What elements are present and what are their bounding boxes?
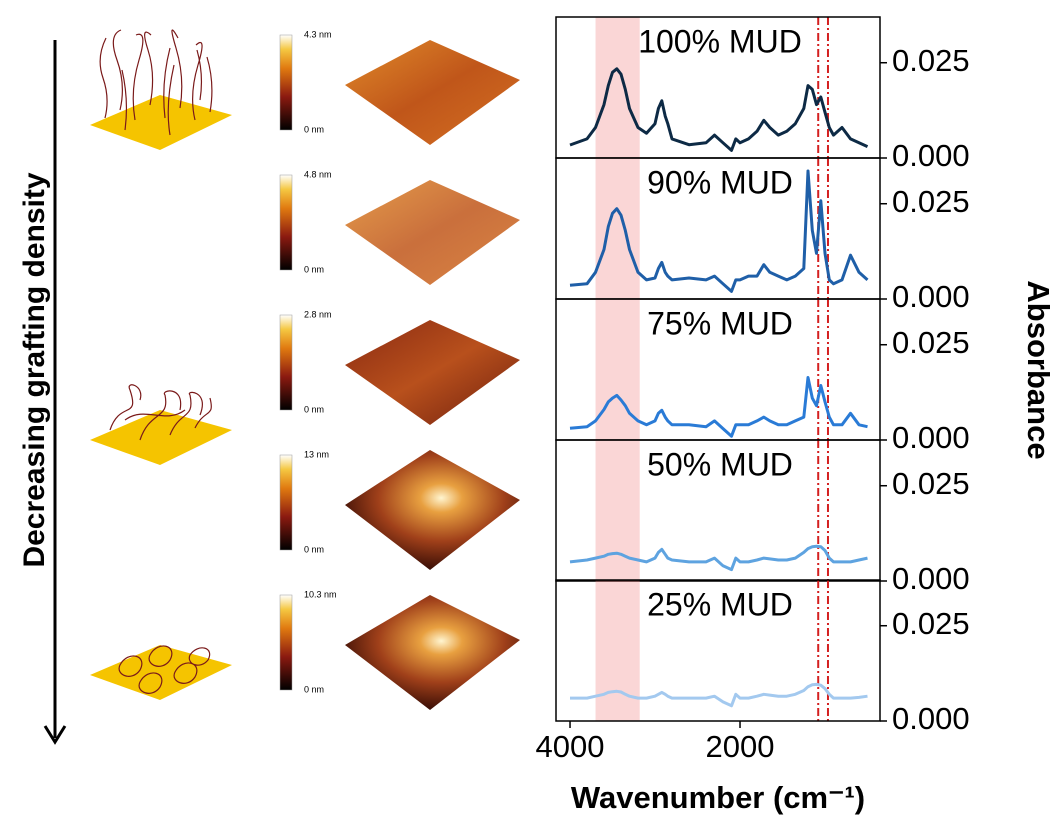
spectrum-line — [569, 544, 868, 572]
y-tick-label: 0.025 — [892, 184, 970, 219]
panel-title: 25% MUD — [647, 586, 793, 622]
colorbar-min-label: 0 nm — [304, 124, 324, 134]
afm-images — [345, 40, 520, 710]
y-tick-label: 0.000 — [892, 420, 970, 455]
colorbar — [279, 594, 293, 691]
colorbar — [279, 34, 293, 131]
y-tick-label: 0.000 — [892, 279, 970, 314]
y-tick-label: 0.000 — [892, 138, 970, 173]
colorbars: 4.3 nm 0 nm 4.8 nm 0 nm 2.8 nm 0 nm 13 nm 0 nm 1… — [279, 29, 337, 694]
colorbar — [279, 314, 293, 411]
brush-illustrations — [90, 29, 232, 700]
panel-title: 90% MUD — [647, 164, 793, 200]
colorbar-max-label: 13 nm — [304, 449, 329, 459]
colorbar-max-label: 4.8 nm — [304, 169, 332, 179]
spectrum-line — [569, 376, 868, 438]
colorbar-max-label: 10.3 nm — [304, 589, 337, 599]
colorbar-min-label: 0 nm — [304, 544, 324, 554]
spectrum-line — [569, 169, 869, 293]
colorbar-max-label: 4.3 nm — [304, 29, 332, 39]
panel-title: 75% MUD — [647, 305, 793, 341]
colorbar — [279, 174, 293, 271]
panel-title: 50% MUD — [647, 446, 793, 482]
colorbar — [279, 454, 293, 551]
y-axis-label: Absorbance — [1021, 280, 1054, 459]
colorbar-min-label: 0 nm — [304, 684, 324, 694]
y-tick-label: 0.025 — [892, 466, 970, 501]
shaded-band — [595, 17, 640, 158]
y-tick-label: 0.000 — [892, 561, 970, 596]
panel-frame — [555, 579, 881, 722]
side-label: Decreasing grafting density — [18, 172, 51, 567]
panel-title: 100% MUD — [638, 23, 802, 59]
colorbar-max-label: 2.8 nm — [304, 309, 332, 319]
y-tick-label: 0.025 — [892, 325, 970, 360]
y-tick-label: 0.000 — [892, 701, 970, 736]
colorbar-min-label: 0 nm — [304, 264, 324, 274]
y-tick-label: 0.025 — [892, 606, 970, 641]
x-tick-label: 4000 — [536, 729, 605, 764]
shaded-band — [595, 580, 640, 721]
ftir-charts: 100% MUD 0.000 0.025 90% MUD 0.000 0.025 75% M… — [536, 16, 1054, 815]
x-tick-label: 2000 — [706, 729, 775, 764]
side-arrow: Decreasing grafting density — [18, 40, 67, 745]
shaded-band — [595, 299, 640, 440]
colorbar-min-label: 0 nm — [304, 404, 324, 414]
spectrum-line — [570, 682, 868, 708]
spectrum-line — [569, 67, 869, 152]
shaded-band — [595, 158, 640, 299]
y-tick-label: 0.025 — [892, 43, 970, 78]
panel-frame — [555, 439, 881, 582]
x-axis-label: Wavenumber (cm⁻¹) — [571, 780, 865, 815]
